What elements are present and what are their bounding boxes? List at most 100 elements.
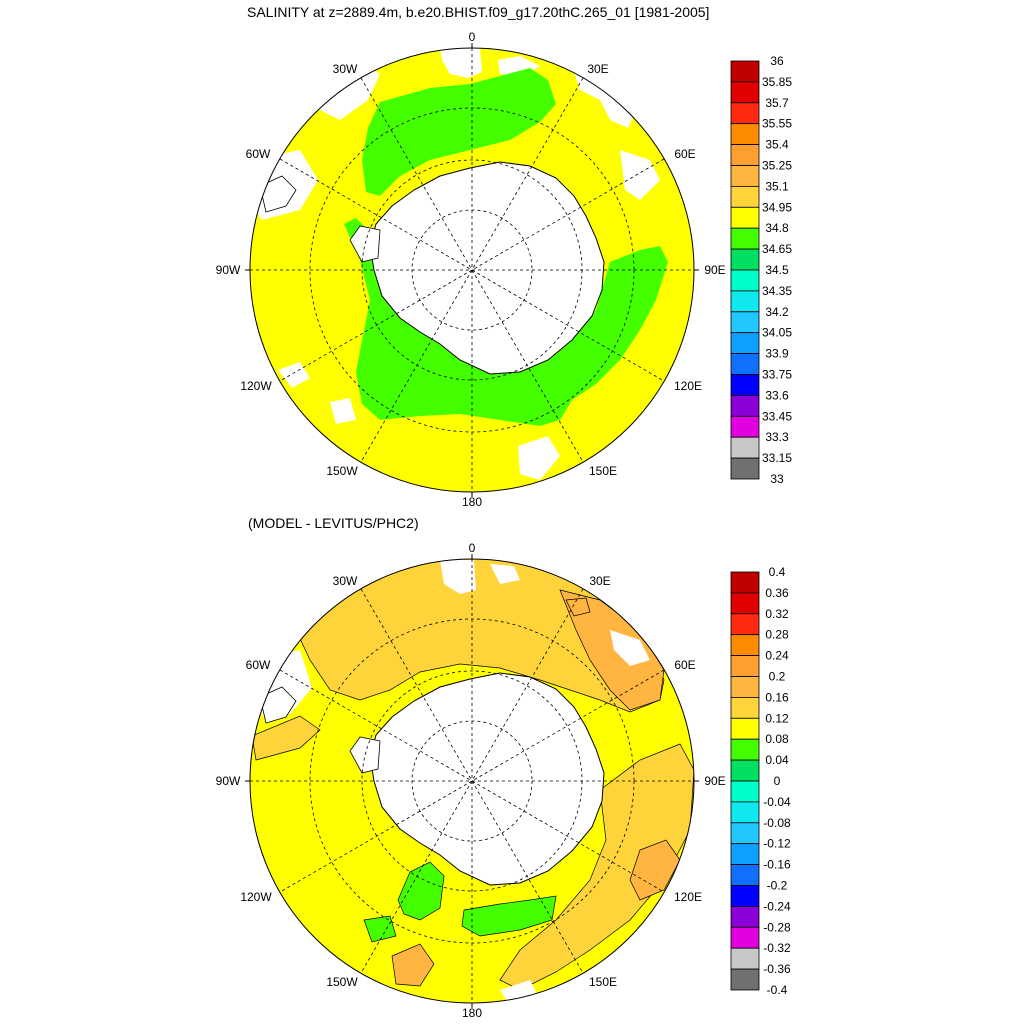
difference-contour-fill xyxy=(461,895,557,937)
colorbar-swatch xyxy=(730,759,760,782)
colorbar-swatch xyxy=(730,311,760,334)
difference-map-title: (MODEL - LEVITUS/PHC2) xyxy=(248,515,419,531)
colorbar-swatch xyxy=(730,885,760,907)
difference-contour-fill xyxy=(499,743,694,991)
colorbar-swatch xyxy=(730,655,760,677)
salinity-contour-fill xyxy=(362,68,556,196)
colorbar-label: 0.16 xyxy=(765,690,789,704)
difference-contour-fill xyxy=(251,715,321,761)
lon-label: 150W xyxy=(326,975,358,989)
colorbar-label: 0.12 xyxy=(765,711,789,725)
colorbar-swatch xyxy=(730,613,760,636)
lon-label: 180 xyxy=(462,495,482,509)
colorbar-label: -0.12 xyxy=(763,837,791,851)
lon-label: 0 xyxy=(469,541,476,555)
colorbar-label: 35.1 xyxy=(765,179,789,193)
colorbar-label: -0.36 xyxy=(763,962,791,976)
colorbar-swatch xyxy=(730,801,760,824)
lon-label: 120E xyxy=(674,890,702,904)
antarctica-landmass xyxy=(369,672,605,886)
colorbar-label: 35.85 xyxy=(762,75,792,89)
coastline xyxy=(259,175,297,213)
coastline xyxy=(259,686,297,724)
difference-contour-fill xyxy=(565,597,591,617)
lon-label: 30E xyxy=(587,62,608,76)
colorbar-swatch xyxy=(730,290,760,313)
missing-data-region xyxy=(440,48,482,78)
lon-label: 90E xyxy=(704,263,725,277)
difference-contour-fill xyxy=(629,839,681,901)
map-title: SALINITY at z=2889.4m, b.e20.BHIST.f09_g… xyxy=(247,4,710,20)
colorbar-label: 0.24 xyxy=(765,649,789,663)
lon-label: 120W xyxy=(240,890,272,904)
lon-label: 150E xyxy=(589,464,617,478)
lon-label: 60E xyxy=(674,658,695,672)
salinity-polar-map: 0 30E 60E 90E 120E 150E 180 150W 120W 90… xyxy=(216,30,726,509)
colorbar-label: 0.4 xyxy=(769,565,786,579)
colorbar-label: 33 xyxy=(770,472,784,486)
colorbar-swatch xyxy=(730,947,760,970)
colorbar-swatch xyxy=(730,864,760,886)
colorbar-label: 0 xyxy=(774,774,781,788)
difference-colorbar: 0.4 0.36 0.32 0.28 0.24 0.2 0.16 0.12 0.08 0.04 0 -… xyxy=(730,565,791,997)
colorbar-label: 33.6 xyxy=(765,388,789,402)
colorbar-label: 0.28 xyxy=(765,628,789,642)
lon-label: 60W xyxy=(246,147,271,161)
lon-label: 60E xyxy=(674,147,695,161)
colorbar-label: 0.32 xyxy=(765,607,789,621)
colorbar-swatch xyxy=(730,144,760,166)
colorbar-label: 33.75 xyxy=(762,368,792,382)
colorbar-label: 33.15 xyxy=(762,451,792,465)
lon-label: 30E xyxy=(589,574,610,588)
colorbar-label: -0.28 xyxy=(763,920,791,934)
colorbar-swatch xyxy=(730,165,760,187)
colorbar-label: 34.5 xyxy=(765,263,789,277)
colorbar-swatch xyxy=(730,332,760,355)
colorbar-label: -0.08 xyxy=(763,816,791,830)
lon-label: 30W xyxy=(333,62,358,76)
colorbar-swatch xyxy=(730,123,760,145)
missing-data-region xyxy=(278,362,310,388)
colorbar-label: 33.3 xyxy=(765,430,789,444)
colorbar-swatch xyxy=(730,436,760,459)
colorbar-label: 34.65 xyxy=(762,242,792,256)
colorbar-label: 35.55 xyxy=(762,117,792,131)
colorbar-swatch xyxy=(730,697,760,719)
ice-shelf xyxy=(349,225,381,263)
missing-data-region xyxy=(498,56,540,78)
colorbar-label: 35.7 xyxy=(765,96,789,110)
colorbar-swatch xyxy=(730,906,760,928)
difference-contour-fill xyxy=(397,861,445,921)
colorbar-label: 35.25 xyxy=(762,159,792,173)
difference-polar-map: 0 30E 60E 90E 120E 150E 180 150W 120W 90… xyxy=(216,541,726,1020)
colorbar-swatch xyxy=(730,102,760,125)
colorbar-swatch xyxy=(730,374,760,396)
colorbar-label: 34.35 xyxy=(762,284,792,298)
lon-label: 90W xyxy=(216,774,241,788)
colorbar-swatch xyxy=(730,60,760,83)
colorbar-swatch xyxy=(730,81,760,104)
colorbar-label: 34.95 xyxy=(762,200,792,214)
lon-label: 90E xyxy=(704,774,725,788)
colorbar-label: 0.04 xyxy=(765,753,789,767)
colorbar-swatch xyxy=(730,738,760,761)
missing-data-region xyxy=(440,560,476,594)
colorbar-label: 35.4 xyxy=(765,138,789,152)
antarctica-landmass xyxy=(369,161,605,375)
colorbar-label: 0.36 xyxy=(765,586,789,600)
colorbar-swatch xyxy=(730,926,760,949)
colorbar-swatch xyxy=(730,634,760,657)
lon-label: 150W xyxy=(326,464,358,478)
difference-contour-fill xyxy=(391,943,435,987)
colorbar-swatch xyxy=(730,843,760,866)
colorbar-label: 34.8 xyxy=(765,221,789,235)
colorbar-swatch xyxy=(730,780,760,803)
colorbar-label: 0.08 xyxy=(765,732,789,746)
colorbar-swatch xyxy=(730,269,760,292)
lon-label: 180 xyxy=(462,1006,482,1020)
colorbar-label: -0.24 xyxy=(763,899,791,913)
colorbar-swatch xyxy=(730,676,760,698)
colorbar-label: 0.2 xyxy=(769,670,786,684)
missing-data-region xyxy=(330,398,356,424)
